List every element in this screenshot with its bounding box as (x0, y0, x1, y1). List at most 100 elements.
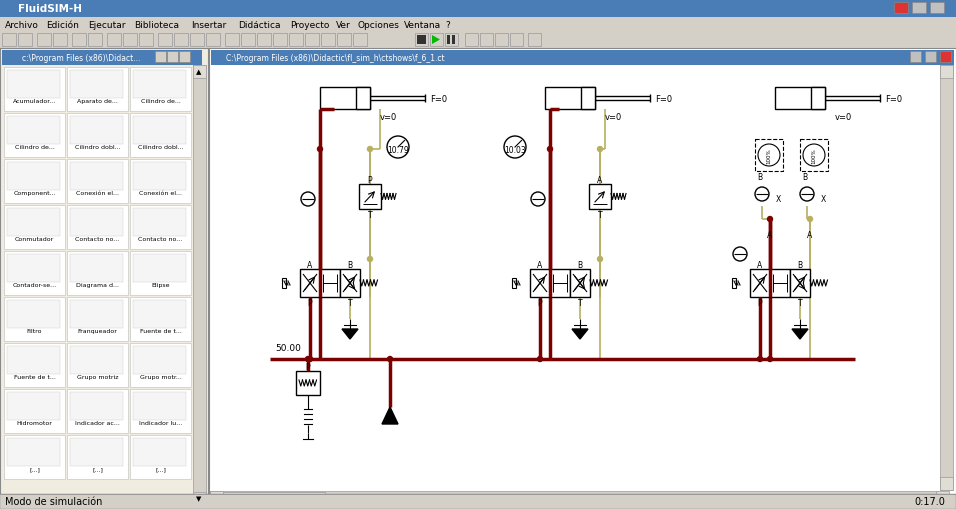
Bar (210, 491, 223, 504)
Circle shape (808, 217, 813, 222)
Bar (289, 34, 303, 47)
Bar (530, 269, 550, 297)
Bar (930, 3, 944, 14)
Bar (750, 269, 770, 297)
Bar (925, 52, 936, 63)
Text: Biblioteca: Biblioteca (135, 20, 180, 30)
Bar (4, 206, 65, 249)
Text: F=0: F=0 (885, 94, 902, 103)
Text: X: X (775, 195, 781, 204)
Text: Contacto no...: Contacto no... (76, 237, 120, 242)
Bar (940, 66, 953, 490)
Bar (53, 34, 67, 47)
Bar (0, 0, 956, 18)
Bar (158, 34, 172, 47)
Bar (775, 88, 825, 110)
Text: Aparato de...: Aparato de... (77, 99, 118, 104)
Bar (353, 34, 367, 47)
Text: 100%: 100% (812, 148, 816, 163)
Circle shape (768, 217, 772, 222)
Text: B: B (802, 172, 808, 181)
Bar (70, 163, 123, 191)
Circle shape (317, 147, 322, 152)
Polygon shape (792, 329, 808, 340)
Bar (282, 279, 286, 288)
Bar (4, 160, 65, 204)
Text: Hidromotor: Hidromotor (16, 420, 53, 425)
Text: Grupo motr...: Grupo motr... (140, 374, 182, 379)
Text: c:\Program Files (x86)\Didact...: c:\Program Files (x86)\Didact... (22, 53, 141, 63)
Bar (512, 279, 516, 288)
Bar (359, 185, 381, 210)
Text: Modo de simulación: Modo de simulación (5, 496, 102, 506)
Bar (912, 3, 926, 14)
Bar (37, 34, 51, 47)
Bar (67, 344, 128, 387)
Bar (130, 160, 191, 204)
Text: Didáctica: Didáctica (238, 20, 280, 30)
Circle shape (803, 145, 825, 166)
Bar (210, 491, 938, 504)
Text: P: P (368, 175, 372, 184)
Text: Archivo: Archivo (5, 20, 39, 30)
Text: Cilindro dobl...: Cilindro dobl... (75, 145, 120, 150)
Bar (770, 269, 790, 297)
Text: P: P (308, 298, 313, 307)
Bar (495, 34, 508, 47)
Bar (550, 269, 570, 297)
Bar (940, 52, 951, 63)
Bar (209, 49, 956, 508)
Circle shape (367, 147, 373, 152)
Text: F=0: F=0 (655, 94, 672, 103)
Text: Acumulador...: Acumulador... (12, 99, 56, 104)
Bar (123, 34, 137, 47)
Text: Contador-se...: Contador-se... (12, 282, 56, 288)
Text: Diagrama d...: Diagrama d... (76, 282, 119, 288)
Bar (445, 34, 458, 47)
Text: [...]: [...] (92, 466, 103, 471)
Text: Cilindro de...: Cilindro de... (141, 99, 181, 104)
Circle shape (504, 137, 526, 159)
Text: Conexión el...: Conexión el... (76, 191, 119, 195)
Text: T: T (797, 298, 802, 307)
Text: Conmutador: Conmutador (15, 237, 54, 242)
Text: T: T (306, 394, 311, 404)
Circle shape (367, 257, 373, 262)
Bar (300, 269, 320, 297)
Text: ?: ? (445, 20, 449, 30)
Text: [...]: [...] (155, 466, 166, 471)
Text: FluidSIM-H: FluidSIM-H (18, 4, 82, 14)
Bar (67, 297, 128, 342)
Text: v=0: v=0 (380, 113, 398, 122)
Bar (211, 51, 954, 66)
Text: T: T (577, 298, 582, 307)
Bar (7, 300, 60, 328)
Bar (0, 18, 956, 32)
Bar (447, 36, 450, 45)
Bar (337, 34, 351, 47)
Bar (257, 34, 271, 47)
Text: Proyecto: Proyecto (290, 20, 329, 30)
Text: P: P (537, 298, 542, 307)
Text: Filtro: Filtro (27, 328, 42, 333)
Bar (130, 297, 191, 342)
Bar (480, 34, 493, 47)
Bar (465, 34, 478, 47)
Bar (2, 51, 202, 66)
Bar (18, 34, 32, 47)
Text: Indicador ac...: Indicador ac... (76, 420, 120, 425)
Text: X: X (820, 195, 826, 204)
Bar (70, 438, 123, 466)
Bar (790, 269, 810, 297)
Bar (193, 492, 206, 505)
Bar (7, 346, 60, 374)
Bar (589, 185, 611, 210)
Bar (4, 251, 65, 295)
Text: B: B (347, 260, 353, 269)
Bar (7, 117, 60, 145)
Text: 0:17.0: 0:17.0 (914, 496, 945, 506)
Text: Insertar: Insertar (191, 20, 227, 30)
Bar (7, 71, 60, 99)
Bar (940, 477, 953, 490)
Bar (7, 392, 60, 420)
